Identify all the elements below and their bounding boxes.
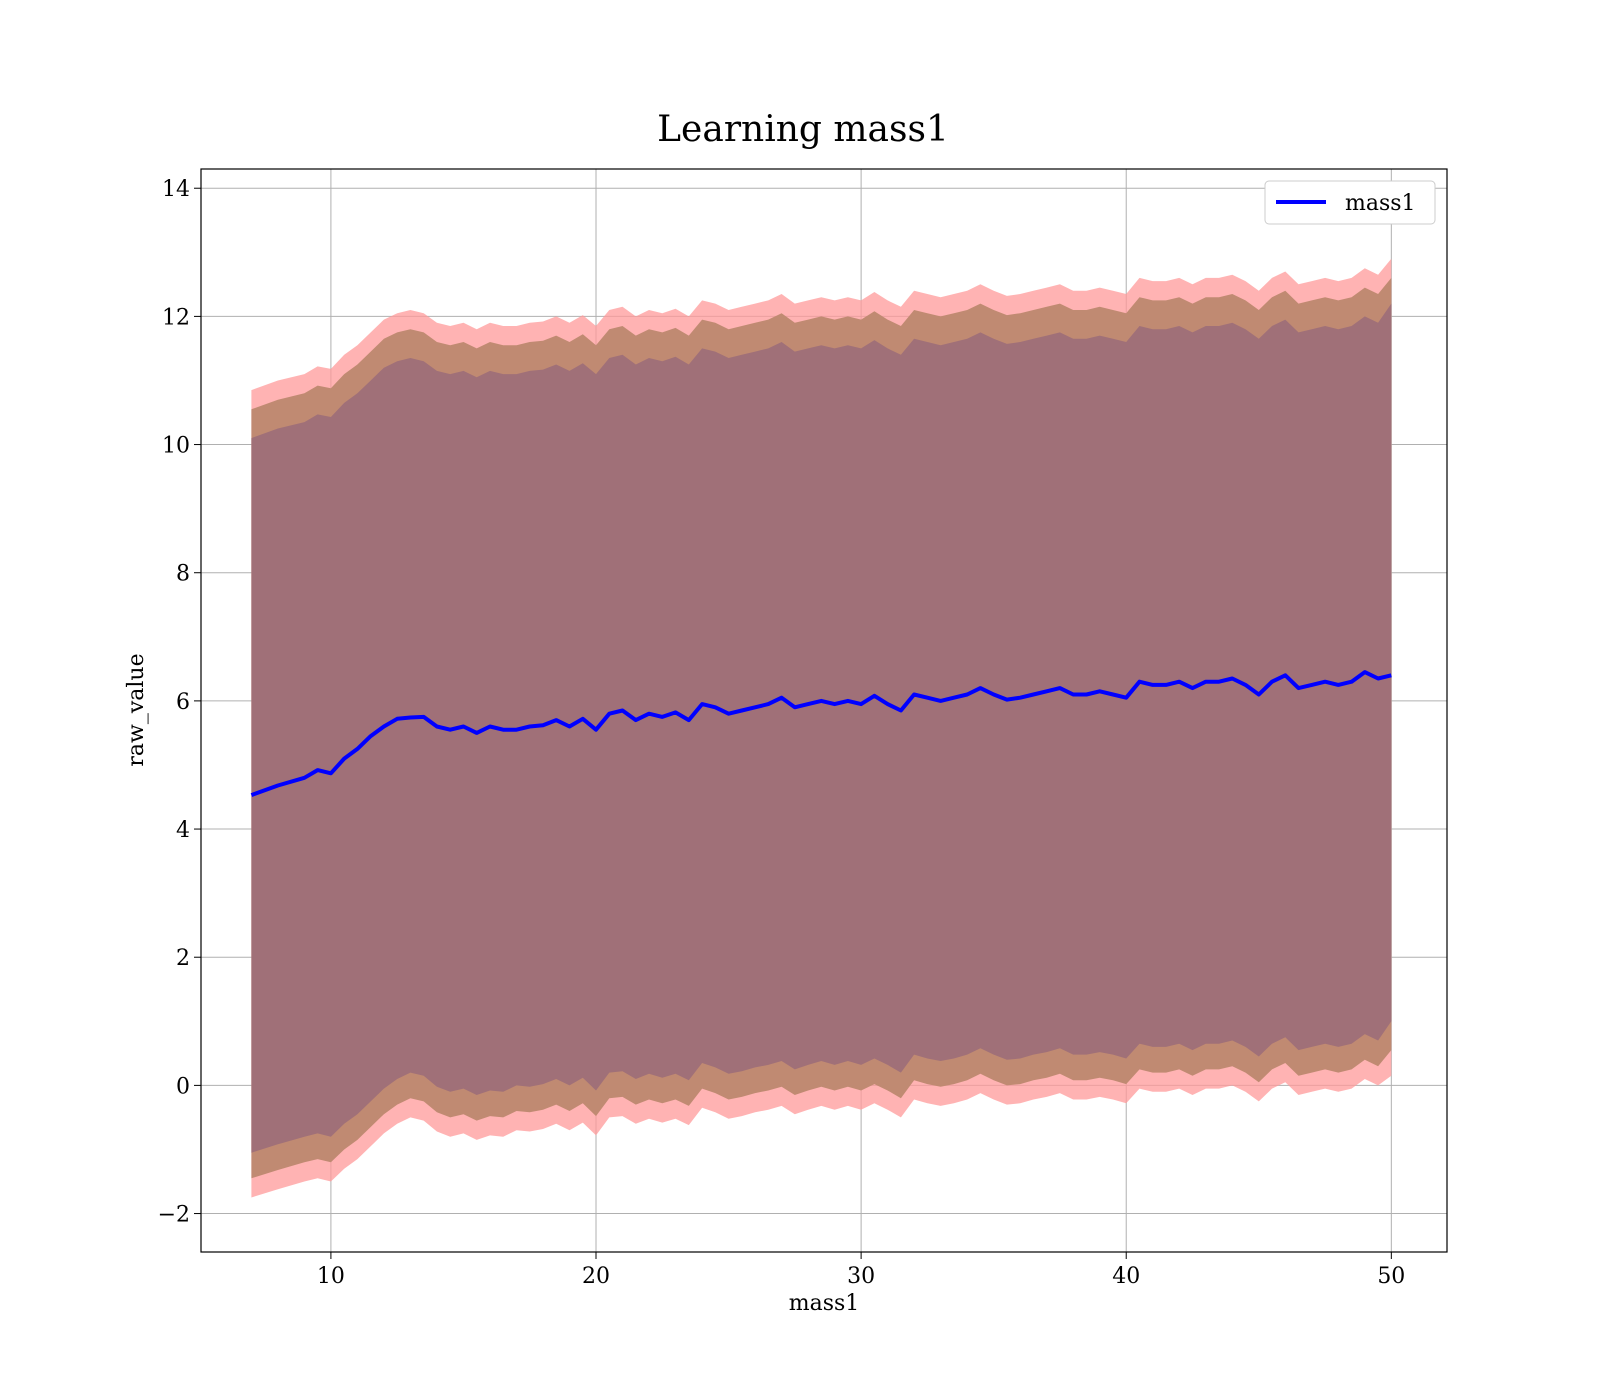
legend-label: mass1 <box>1345 191 1416 216</box>
x-axis-label: mass1 <box>789 1291 860 1316</box>
legend-box <box>1264 180 1436 225</box>
series-lines <box>250 670 1392 797</box>
confidence-bands <box>251 258 1392 1198</box>
plot-frame <box>200 168 1448 1253</box>
y-axis-label: raw_value <box>124 653 149 766</box>
x-axis-ticks: 10 20 30 40 50 <box>317 1252 1405 1289</box>
x-tick-label-2: 30 <box>847 1264 875 1289</box>
y-tick-label-7: 12 <box>162 305 190 330</box>
y-tick-label-1: 0 <box>176 1074 190 1099</box>
x-tick-label-0: 10 <box>317 1264 345 1289</box>
y-tick-label-5: 8 <box>176 562 190 587</box>
x-tick-label-3: 40 <box>1112 1264 1140 1289</box>
y-tick-label-2: 2 <box>176 946 190 971</box>
y-tick-label-4: 6 <box>176 690 190 715</box>
band-inner <box>251 303 1392 1153</box>
y-tick-label-3: 4 <box>176 818 190 843</box>
y-axis-ticks: −2 0 2 4 6 8 10 12 14 <box>158 177 201 1228</box>
y-tick-label-6: 10 <box>162 434 190 459</box>
x-tick-label-4: 50 <box>1377 1264 1405 1289</box>
series-line-mass1 <box>250 670 1392 797</box>
x-tick-label-1: 20 <box>582 1264 610 1289</box>
y-tick-label-0: −2 <box>158 1203 190 1228</box>
y-tick-label-8: 14 <box>162 177 190 202</box>
chart-title: Learning mass1 <box>657 109 949 150</box>
legend[interactable]: mass1 <box>1264 180 1436 225</box>
